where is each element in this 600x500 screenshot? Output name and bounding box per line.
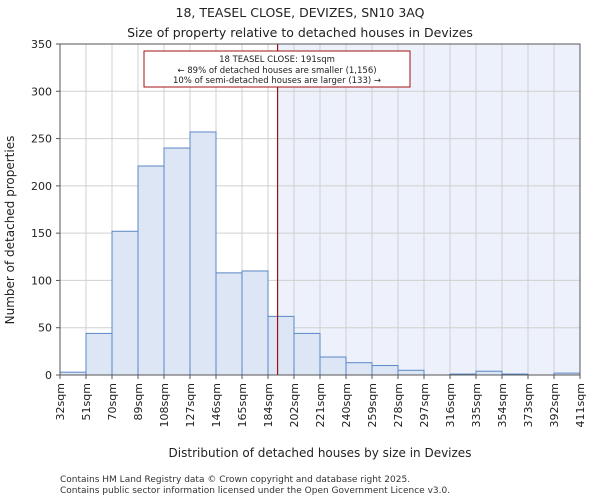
x-ticks: 32sqm 51sqm 70sqm 89sqm 108sqm 127sqm 146sqm 16… [54,375,587,427]
x-tick-label: 259sqm [366,383,379,427]
bar-278sqm [397,369,425,376]
x-tick-label: 240sqm [340,383,353,427]
x-tick-label: 89sqm [132,383,145,420]
x-tick-label: 354sqm [496,383,509,427]
bar-221sqm [319,356,347,376]
bar-202sqm [293,332,321,376]
chart-subtitle: Size of property relative to detached ho… [127,25,473,40]
x-tick-label: 32sqm [54,383,67,420]
annotation-line-3: 10% of semi-detached houses are larger (… [173,76,381,86]
highlight-region [277,44,580,375]
x-tick-label: 316sqm [444,383,457,427]
annotation-line-1: 18 TEASEL CLOSE: 191sqm [219,55,335,65]
x-tick-label: 70sqm [106,383,119,420]
x-tick-label: 278sqm [392,383,405,427]
x-tick-label: 165sqm [236,383,249,427]
x-tick-label: 411sqm [574,383,587,427]
x-tick-label: 297sqm [418,383,431,427]
y-tick-label: 250 [31,133,52,146]
x-tick-label: 51sqm [80,383,93,420]
bar-259sqm [371,365,399,376]
x-tick-label: 392sqm [548,383,561,427]
y-tick-label: 300 [31,85,52,98]
x-tick-label: 184sqm [262,383,275,427]
x-tick-label: 146sqm [210,383,223,427]
y-axis-label: Number of detached properties [3,136,17,325]
x-tick-label: 335sqm [470,383,483,427]
x-tick-label: 108sqm [158,383,171,427]
bars [59,131,581,376]
bar-335sqm [475,370,503,376]
y-tick-label: 200 [31,180,52,193]
y-ticks: 0 50 100 150 200 250 300 350 [31,38,60,382]
x-tick-label: 127sqm [184,383,197,427]
x-tick-label: 221sqm [314,383,327,427]
bar-184sqm [267,315,295,376]
y-tick-label: 100 [31,274,52,287]
bar-146sqm [215,272,243,376]
footer-line-1: Contains HM Land Registry data © Crown c… [60,475,410,485]
bar-108sqm [163,147,191,376]
x-axis-label: Distribution of detached houses by size … [169,446,472,460]
bar-70sqm [111,230,139,376]
chart-title: 18, TEASEL CLOSE, DEVIZES, SN10 3AQ [176,5,425,20]
annotation-box: 18 TEASEL CLOSE: 191sqm ← 89% of detache… [143,50,411,88]
x-tick-label: 202sqm [288,383,301,427]
bar-165sqm [241,270,269,376]
footer-line-2: Contains public sector information licen… [60,486,450,496]
y-tick-label: 50 [38,322,52,335]
bar-89sqm [137,165,165,376]
bar-127sqm [189,131,217,376]
y-tick-label: 0 [45,369,52,382]
bar-240sqm [345,362,373,376]
bar-51sqm [85,332,113,376]
x-tick-label: 373sqm [522,383,535,427]
y-tick-label: 350 [31,38,52,51]
annotation-border [143,50,411,88]
annotation-line-2: ← 89% of detached houses are smaller (1,… [177,66,376,76]
y-tick-label: 150 [31,227,52,240]
larger-region-shade [277,44,580,375]
